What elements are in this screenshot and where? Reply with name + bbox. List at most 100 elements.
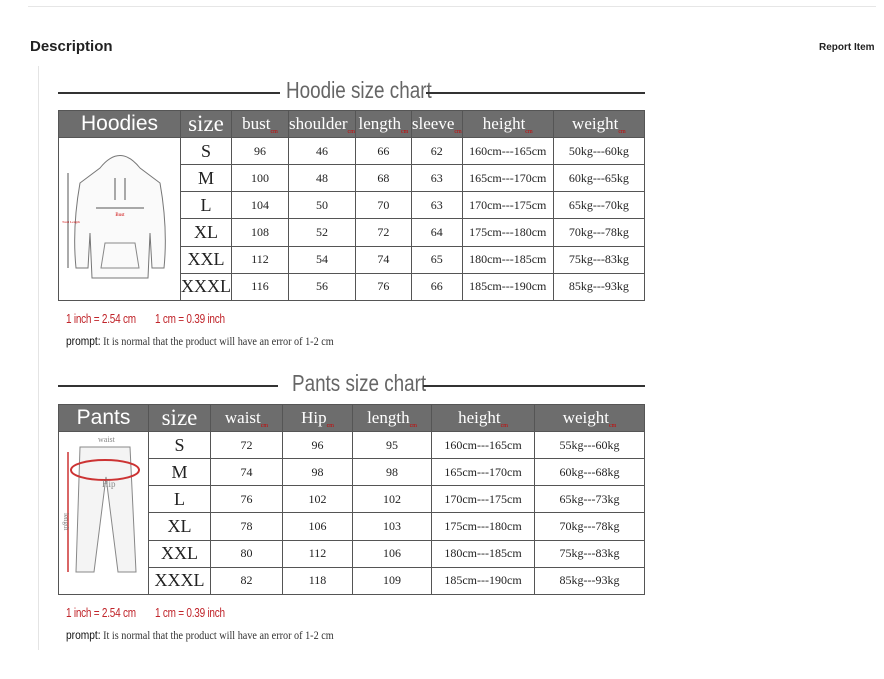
size-cell: S: [180, 136, 232, 166]
size-cell: XXXL: [148, 566, 211, 596]
value-cell: 74: [210, 458, 283, 487]
value-cell: 63: [410, 164, 463, 193]
value-cell: 70kg---78kg: [552, 218, 646, 247]
column-header: Hipcm: [282, 404, 353, 432]
size-cell: M: [180, 164, 232, 193]
value-cell: 82: [210, 566, 283, 596]
value-cell: 65: [410, 245, 463, 274]
value-cell: 60kg---68kg: [534, 458, 645, 487]
value-cell: 54: [288, 245, 356, 274]
value-cell: 108: [231, 218, 289, 247]
column-header: shouldercm: [288, 110, 356, 138]
value-cell: 98: [282, 458, 353, 487]
report-item-link[interactable]: Report Item: [819, 42, 875, 53]
size-cell: XL: [148, 512, 211, 541]
value-cell: 160cm---165cm: [431, 430, 535, 460]
value-cell: 75kg---83kg: [552, 245, 646, 274]
garment-diagram: Bust Total Length: [58, 137, 181, 301]
value-cell: 66: [410, 272, 463, 302]
column-header: lengthcm: [352, 404, 432, 432]
value-cell: 74: [354, 245, 412, 274]
column-header: sleevecm: [410, 110, 463, 138]
column-header: Pants: [58, 404, 149, 432]
garment-diagram: waist Hip length: [58, 431, 149, 595]
column-header: Hoodies: [58, 110, 181, 138]
size-cell: S: [148, 430, 211, 460]
table-row: XXXL 116 56 76 66 185cm---190cm 85kg---93kg: [59, 272, 646, 302]
value-cell: 62: [410, 136, 463, 166]
value-cell: 46: [288, 136, 356, 166]
value-cell: 180cm---185cm: [431, 539, 535, 568]
value-cell: 65kg---70kg: [552, 191, 646, 220]
value-cell: 68: [354, 164, 412, 193]
value-cell: 56: [288, 272, 356, 302]
pants-diagram-icon: waist Hip length: [62, 435, 140, 573]
value-cell: 50kg---60kg: [552, 136, 646, 166]
hoodie-chart-title: Hoodie size chart: [58, 77, 645, 107]
hoodie-diagram-icon: Bust Total Length: [62, 155, 166, 279]
value-cell: 103: [352, 512, 432, 541]
table-row: waist Hip length S 72 96 95 160cm---165cm 55kg…: [58, 430, 645, 595]
value-cell: 160cm---165cm: [461, 136, 554, 166]
size-cell: L: [180, 191, 232, 220]
value-cell: 100: [231, 164, 289, 193]
value-cell: 185cm---190cm: [431, 566, 535, 596]
svg-text:length: length: [62, 513, 70, 531]
value-cell: 70: [354, 191, 412, 220]
size-cell: M: [148, 458, 211, 487]
value-cell: 55kg---60kg: [534, 430, 645, 460]
pants-size-table: Pants size waistcm Hipcm lengthcm heightcm wei…: [58, 404, 645, 596]
value-cell: 185cm---190cm: [461, 272, 554, 302]
table-row: XXXL 82 118 109 185cm---190cm 85kg---93kg: [59, 566, 645, 596]
value-cell: 102: [352, 485, 432, 514]
value-cell: 66: [354, 136, 412, 166]
size-cell: XXL: [180, 245, 232, 274]
value-cell: 106: [352, 539, 432, 568]
table-row: Bust Total Length S 96 46 66 62 160cm---165cm 5…: [58, 136, 646, 301]
value-cell: 76: [354, 272, 412, 302]
value-cell: 175cm---180cm: [461, 218, 554, 247]
value-cell: 72: [210, 430, 283, 460]
value-cell: 72: [354, 218, 412, 247]
value-cell: 64: [410, 218, 463, 247]
value-cell: 112: [282, 539, 353, 568]
value-cell: 104: [231, 191, 289, 220]
prompt-note: prompt: It is normal that the product wi…: [66, 334, 334, 348]
value-cell: 180cm---185cm: [461, 245, 554, 274]
table-row: M 100 48 68 63 165cm---170cm 60kg---65kg: [59, 164, 646, 193]
value-cell: 112: [231, 245, 289, 274]
value-cell: 78: [210, 512, 283, 541]
hoodie-size-table: Hoodies size bustcm shouldercm lengthcm sleev…: [58, 110, 646, 302]
size-cell: L: [148, 485, 211, 514]
conversion-note: 1 inch = 2.54 cm 1 cm = 0.39 inch: [66, 312, 225, 326]
table-row: XXL 112 54 74 65 180cm---185cm 75kg---83kg: [59, 245, 646, 274]
value-cell: 65kg---73kg: [534, 485, 645, 514]
value-cell: 116: [231, 272, 289, 302]
column-header: size: [148, 404, 211, 432]
column-header: lengthcm: [354, 110, 412, 138]
value-cell: 60kg---65kg: [552, 164, 646, 193]
value-cell: 85kg---93kg: [552, 272, 646, 302]
column-header: bustcm: [231, 110, 289, 138]
value-cell: 48: [288, 164, 356, 193]
column-header: heightcm: [461, 110, 554, 138]
value-cell: 170cm---175cm: [461, 191, 554, 220]
value-cell: 70kg---78kg: [534, 512, 645, 541]
column-header: size: [180, 110, 232, 138]
value-cell: 96: [282, 430, 353, 460]
size-cell: XXXL: [180, 272, 232, 302]
svg-text:waist: waist: [98, 435, 116, 444]
value-cell: 165cm---170cm: [461, 164, 554, 193]
conversion-note: 1 inch = 2.54 cm 1 cm = 0.39 inch: [66, 606, 225, 620]
value-cell: 75kg---83kg: [534, 539, 645, 568]
size-cell: XL: [180, 218, 232, 247]
value-cell: 118: [282, 566, 353, 596]
value-cell: 106: [282, 512, 353, 541]
svg-text:Total Length: Total Length: [62, 220, 80, 224]
value-cell: 63: [410, 191, 463, 220]
value-cell: 50: [288, 191, 356, 220]
column-header: heightcm: [431, 404, 535, 432]
value-cell: 98: [352, 458, 432, 487]
value-cell: 80: [210, 539, 283, 568]
column-header: waistcm: [210, 404, 283, 432]
